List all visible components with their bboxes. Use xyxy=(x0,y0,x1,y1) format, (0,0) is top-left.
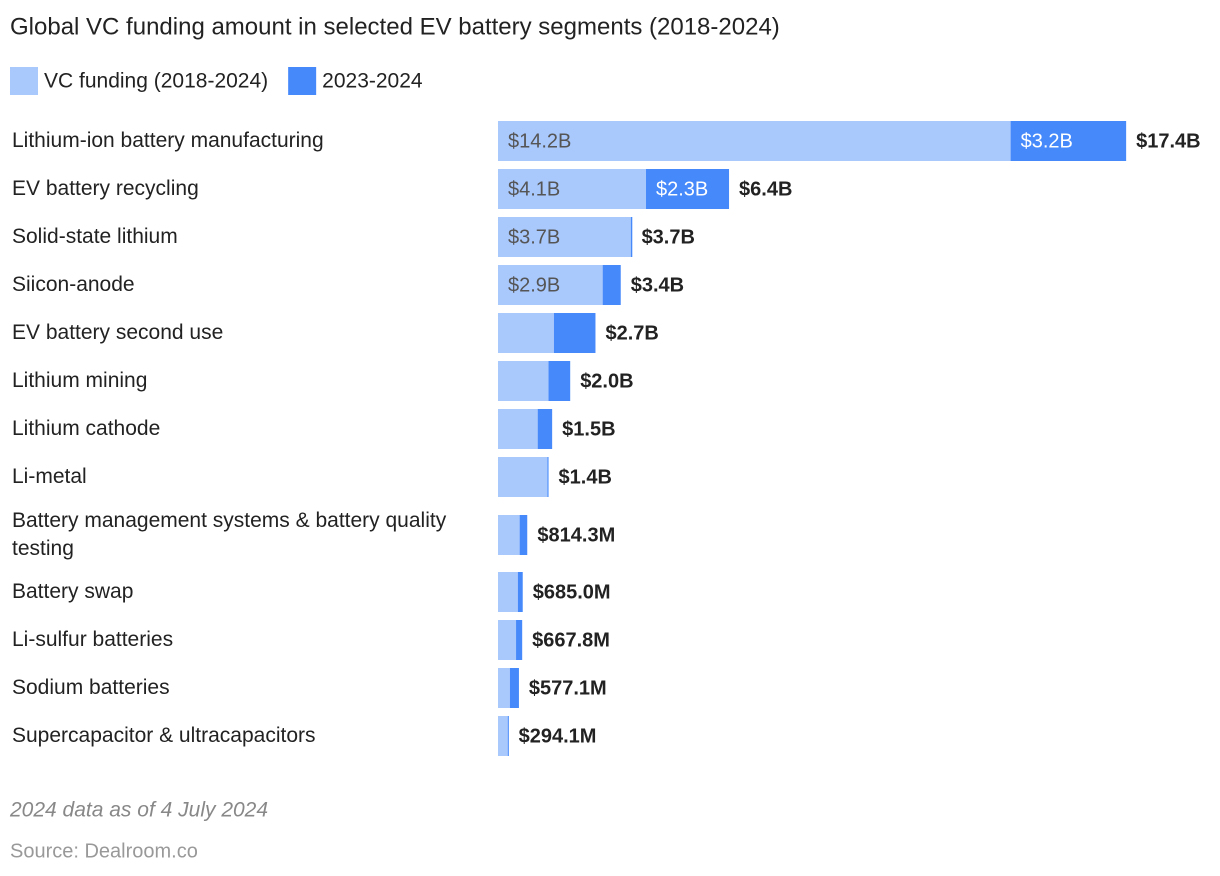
source: Source: Dealroom.co xyxy=(10,840,198,862)
category-label: Li-sulfur batteries xyxy=(12,628,174,651)
legend-label: VC funding (2018-2024) xyxy=(44,70,268,93)
segment-label: $2.9B xyxy=(508,274,560,296)
category-label-box: Li-sulfur batteries xyxy=(12,628,174,651)
category-label-box: Sodium batteries xyxy=(12,676,170,699)
bar-segment xyxy=(498,668,510,708)
category-label: Battery management systems & battery qua… xyxy=(12,509,447,560)
total-label: $3.4B xyxy=(631,274,684,296)
footnote: 2024 data as of 4 July 2024 xyxy=(9,799,268,822)
bar-segment xyxy=(498,121,1011,161)
category-label-box: Siicon-anode xyxy=(12,273,135,296)
segment-label: $14.2B xyxy=(508,130,571,152)
legend-swatch xyxy=(10,67,38,95)
category-label-box: Battery management systems & battery qua… xyxy=(12,509,447,560)
segment-label: $4.1B xyxy=(508,178,560,200)
total-label: $667.8M xyxy=(532,629,610,651)
category-label: Siicon-anode xyxy=(12,273,135,296)
total-label: $685.0M xyxy=(533,581,611,603)
bar-segment xyxy=(498,217,631,257)
bar-segment xyxy=(553,313,596,353)
category-label: Solid-state lithium xyxy=(12,225,178,248)
bar-segment xyxy=(537,409,553,449)
bar-segment xyxy=(646,169,730,209)
bar-segment xyxy=(498,716,508,756)
bar-segment xyxy=(517,572,523,612)
bar-segment xyxy=(547,457,549,497)
legend-swatch xyxy=(288,67,317,95)
segment-label: $3.2B xyxy=(1021,130,1073,152)
bar-segment xyxy=(602,265,621,305)
chart-title: Global VC funding amount in selected EV … xyxy=(10,13,780,40)
bar-segment xyxy=(498,313,554,353)
total-label: $814.3M xyxy=(537,524,615,546)
category-label: EV battery recycling xyxy=(12,177,199,200)
total-label: $577.1M xyxy=(529,677,607,699)
bar-segment xyxy=(498,265,603,305)
category-label: Lithium mining xyxy=(12,369,148,392)
total-label: $6.4B xyxy=(739,178,792,200)
bar-segment xyxy=(498,457,548,497)
total-label: $3.7B xyxy=(642,226,695,248)
category-label-box: Supercapacitor & ultracapacitors xyxy=(12,724,316,747)
category-label: Li-metal xyxy=(12,465,87,488)
category-label-box: Lithium-ion battery manufacturing xyxy=(12,129,324,152)
bar-segment xyxy=(548,361,571,401)
bar-segment xyxy=(498,572,518,612)
bar-segment xyxy=(630,217,633,257)
bar-segment xyxy=(519,515,528,555)
category-label: Lithium-ion battery manufacturing xyxy=(12,129,324,152)
total-label: $294.1M xyxy=(519,725,597,747)
category-label: Battery swap xyxy=(12,580,134,603)
category-label: Lithium cathode xyxy=(12,417,161,440)
bar-segment xyxy=(498,515,520,555)
bar-segment xyxy=(1010,121,1127,161)
category-label-box: Battery swap xyxy=(12,580,134,603)
bar-segment xyxy=(507,716,509,756)
bar-segment xyxy=(498,620,517,660)
total-label: $2.0B xyxy=(580,370,633,392)
category-label-box: EV battery recycling xyxy=(12,177,199,200)
total-label: $2.7B xyxy=(605,322,658,344)
category-label-box: EV battery second use xyxy=(12,321,224,344)
bar-segment xyxy=(498,169,647,209)
category-label-box: Lithium cathode xyxy=(12,417,161,440)
category-label-box: Lithium mining xyxy=(12,369,148,392)
bar-segment xyxy=(516,620,523,660)
category-label-box: Li-metal xyxy=(12,465,87,488)
category-label: Sodium batteries xyxy=(12,676,170,699)
bar-segment xyxy=(509,668,519,708)
category-label-box: Solid-state lithium xyxy=(12,225,178,248)
total-label: $1.5B xyxy=(562,418,615,440)
category-label: Supercapacitor & ultracapacitors xyxy=(12,724,316,747)
bar-segment xyxy=(498,361,549,401)
segment-label: $2.3B xyxy=(656,178,708,200)
category-label: EV battery second use xyxy=(12,321,224,344)
bar-segment xyxy=(498,409,538,449)
total-label: $17.4B xyxy=(1136,130,1201,152)
segment-label: $3.7B xyxy=(508,226,560,248)
total-label: $1.4B xyxy=(559,466,612,488)
legend-label: 2023-2024 xyxy=(322,70,423,93)
